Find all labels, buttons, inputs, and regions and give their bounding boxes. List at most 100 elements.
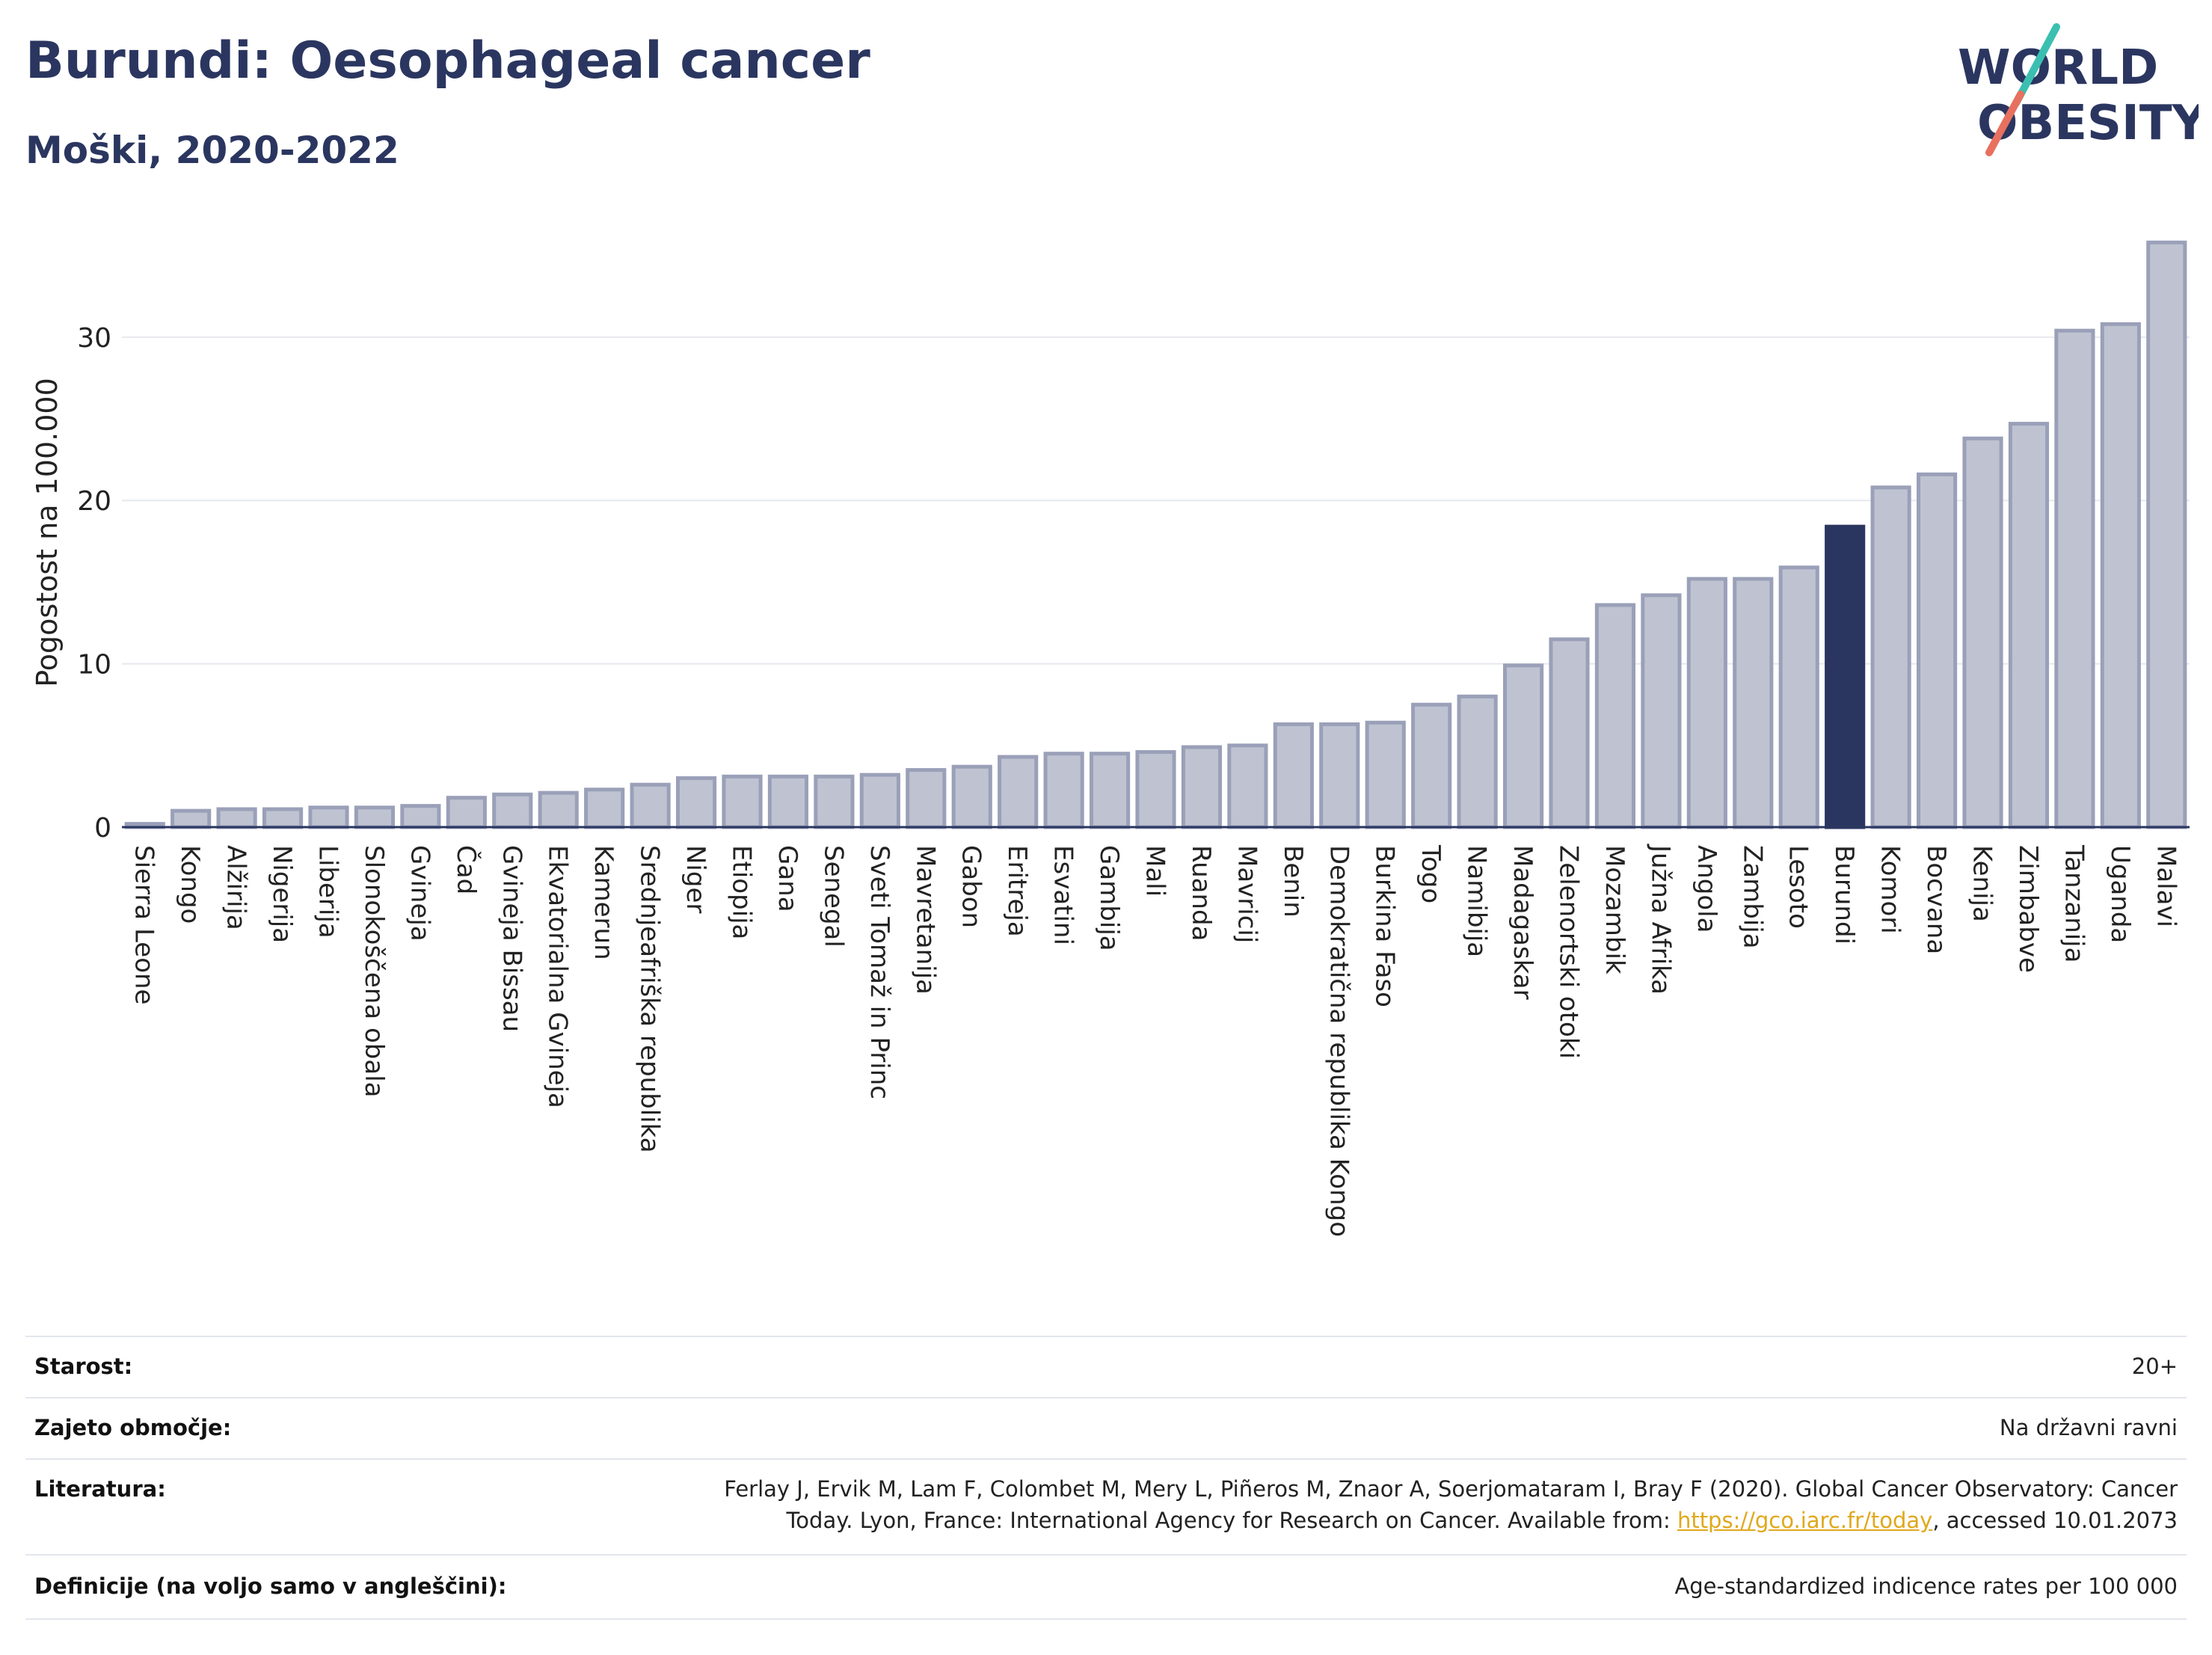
x-tick-label: Liberija [313, 845, 343, 939]
bar [1733, 577, 1774, 829]
x-tick-label: Alžirija [221, 845, 251, 930]
x-tick-label: Mozambik [1600, 845, 1629, 974]
bar [859, 773, 900, 829]
logo-slash-red [1985, 90, 2024, 156]
bar [814, 774, 855, 829]
x-tick-label: Mavricij [1232, 845, 1262, 943]
x-tick-label: Gana [772, 845, 802, 912]
x-tick-label: Čad [451, 845, 482, 894]
x-tick-label: Zambija [1737, 845, 1767, 949]
bar [1135, 750, 1176, 829]
x-tick-label: Zimbabve [2013, 845, 2043, 973]
bar [170, 808, 212, 829]
x-tick-label: Togo [1416, 844, 1446, 903]
bar [1043, 752, 1084, 829]
age-label: Starost: [34, 1354, 133, 1379]
meta-row-reference: Literatura: Ferlay J, Ervik M, Lam F, Co… [25, 1458, 2187, 1556]
bar [1778, 565, 1819, 829]
x-tick-label: Burkina Faso [1370, 845, 1400, 1007]
meta-row-age: Starost: 20+ [25, 1336, 2187, 1398]
x-tick-label: Južna Afrika [1645, 844, 1675, 995]
x-tick-label: Mali [1140, 845, 1170, 897]
x-tick-label: Tanzanija [2059, 844, 2089, 962]
x-tick-label: Bocvana [1921, 845, 1951, 954]
bar [1411, 702, 1452, 829]
x-tick-label: Niger [681, 845, 710, 913]
bar [308, 805, 349, 829]
x-tick-label: Kongo [175, 845, 205, 924]
x-tick-label: Esvatini [1048, 845, 1078, 945]
x-tick-label: Namibija [1462, 845, 1492, 957]
x-tick-label: Uganda [2105, 845, 2135, 943]
x-tick-label: Ruanda [1186, 845, 1216, 941]
y-tick-label: 30 [77, 323, 111, 354]
bar [1181, 745, 1223, 829]
bar [1319, 722, 1360, 829]
x-tick-label: Eritreja [1002, 845, 1032, 937]
bar [538, 790, 579, 829]
bar [216, 807, 257, 829]
chart-title: Burundi: Oesophageal cancer [25, 31, 870, 90]
bar [1870, 485, 1911, 829]
x-tick-label: Madagaskar [1508, 845, 1537, 1000]
x-tick-label: Angola [1692, 845, 1721, 933]
x-tick-label: Gvineja [405, 845, 434, 942]
x-tick-label: Srednjeafriška republika [635, 845, 665, 1153]
reference-line1: Ferlay J, Ervik M, Lam F, Colombet M, Me… [724, 1476, 2178, 1502]
x-tick-label: Sveti Tomaž in Princ [864, 845, 894, 1099]
x-tick-label: Komori [1875, 845, 1905, 934]
reference-value: Ferlay J, Ervik M, Lam F, Colombet M, Me… [724, 1473, 2178, 1536]
y-tick-label: 0 [94, 813, 111, 844]
x-tick-label: Sierra Leone [129, 845, 159, 1004]
bar [262, 807, 304, 829]
y-axis-label: Pogostost na 100.000 [31, 378, 64, 687]
bar [1641, 593, 1682, 829]
meta-row-coverage: Zajeto območje: Na državni ravni [25, 1397, 2187, 1460]
logo-line1: WORLD [1958, 40, 2158, 96]
bar [1457, 694, 1498, 829]
bar [354, 805, 396, 829]
world-obesity-logo: WORLD OBESITY [1958, 23, 2199, 156]
bar [584, 787, 625, 829]
x-tick-label: Senegal [818, 845, 848, 948]
chart-subtitle: Moški, 2020-2022 [25, 129, 399, 172]
bar [1502, 663, 1544, 829]
bar [1549, 637, 1590, 829]
definitions-label: Definicije (na voljo samo v angleščini): [34, 1573, 507, 1599]
bar [1594, 603, 1636, 829]
x-tick-label: Gvineja Bissau [497, 845, 526, 1032]
x-tick-label: Benin [1278, 845, 1308, 918]
x-tick-label: Burundi [1829, 845, 1859, 945]
bar [722, 774, 763, 829]
bar [1962, 436, 2003, 829]
bar [998, 755, 1039, 829]
bar [2054, 328, 2095, 829]
x-tick-label: Nigerija [267, 845, 297, 943]
bar [630, 782, 671, 829]
y-tick-labels: 0 10 20 30 [77, 323, 111, 844]
bar [767, 774, 809, 829]
bar [2008, 422, 2050, 829]
definitions-value: Age-standardized indicence rates per 100… [1674, 1573, 2178, 1599]
x-tick-label: Kamerun [589, 845, 618, 960]
x-tick-label: Ekvatorialna Gvineja [543, 845, 573, 1108]
bar [906, 768, 947, 829]
bar [400, 804, 441, 829]
bar [951, 764, 992, 829]
bar [1686, 577, 1727, 829]
bar [1916, 472, 1958, 829]
x-tick-label: Kenija [1967, 845, 1997, 922]
bar [675, 776, 717, 829]
x-tick-label: Lesoto [1784, 845, 1813, 929]
reference-link[interactable]: https://gco.iarc.fr/today [1677, 1508, 1933, 1533]
logo-slash-teal [2012, 23, 2060, 107]
bar-chart: 0 10 20 30 Sierra Leone Kongo Alžirija Nigerij… [31, 240, 2190, 1237]
bar [1089, 752, 1131, 829]
coverage-value: Na državni ravni [1999, 1415, 2178, 1440]
bar [2146, 240, 2187, 829]
y-tick-label: 20 [77, 486, 111, 517]
meta-bottom-border [25, 1618, 2187, 1620]
bar-highlight [1825, 524, 1866, 829]
x-tick-label: Mavretanija [910, 845, 940, 995]
reference-label: Literatura: [34, 1476, 166, 1502]
